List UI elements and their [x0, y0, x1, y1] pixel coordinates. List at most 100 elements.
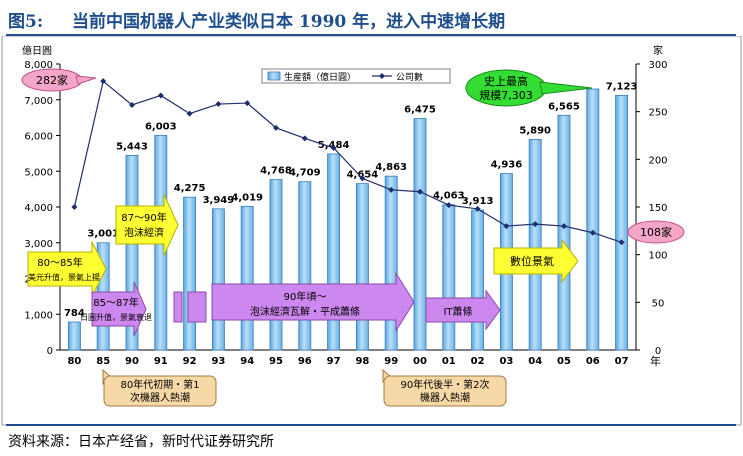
arrow-number-label: 數位景氣 [510, 254, 554, 268]
x-tick-label: 00 [413, 356, 427, 367]
bar-value-label: 4,275 [174, 183, 206, 194]
arrow-85-87-label-2: 日圓升值，景氣衰退 [80, 312, 152, 322]
x-tick-label: 95 [269, 356, 283, 367]
arrow-it-label: IT蕭條 [443, 305, 472, 318]
x-tick-label: 90 [125, 356, 139, 367]
arrow-number [493, 238, 579, 284]
arrow-90s-label-1: 90年頃～ [284, 290, 327, 303]
figure-title: 当前中国机器人产业类似日本 1990 年，进入中速增长期 [72, 12, 506, 32]
company-count-point [157, 92, 164, 99]
arrow-90s-label-2: 泡沫經濟瓦解・平成蕭條 [250, 305, 360, 318]
bar [471, 209, 485, 351]
company-count-point [503, 223, 510, 230]
end-companies-label: 108家 [640, 225, 672, 239]
bar-value-label: 4,654 [347, 170, 379, 181]
x-tick-label: 07 [615, 356, 629, 367]
bar-value-label: 5,890 [519, 125, 551, 136]
legend-line-label: 公司數 [396, 71, 423, 83]
arrow-85-87 [91, 281, 147, 337]
arrow-87-90-label-2: 泡沫經濟 [124, 226, 164, 239]
x-tick-label: 04 [528, 356, 542, 367]
bar [67, 321, 81, 351]
start-companies-pointer [75, 75, 97, 85]
bar [298, 181, 312, 351]
bar [211, 208, 225, 351]
right-tick-label: 50 [652, 298, 665, 309]
x-tick-label: 80 [67, 356, 81, 367]
company-count-point [215, 101, 222, 108]
callout-boom1-label-1: 80年代初期・第1 [120, 378, 199, 391]
right-tick-label: 250 [648, 108, 667, 119]
company-count-point [561, 223, 567, 230]
x-tick-label: 03 [499, 356, 513, 367]
purple-block-1 [173, 291, 183, 323]
left-tick-label: 5,000 [24, 167, 53, 178]
callout-boom2-label-2: 機器人熱潮 [420, 391, 470, 404]
company-count-line [73, 80, 622, 243]
company-count-point [273, 124, 279, 131]
x-axis-unit: 年 [650, 354, 661, 368]
arrow-85-87-label-1: 85～87年 [93, 296, 138, 309]
bar-value-label: 4,019 [231, 192, 263, 203]
bar [442, 204, 456, 351]
company-count-point [445, 202, 452, 209]
legend-line-marker [379, 73, 385, 79]
bar-value-label: 4,768 [260, 166, 292, 177]
x-tick-label: 98 [355, 356, 369, 367]
right-tick-label: 0 [655, 346, 661, 357]
x-tick-label: 02 [471, 356, 485, 367]
bar [183, 196, 197, 351]
left-tick-label: 4,000 [24, 203, 53, 214]
company-count-point [532, 221, 539, 228]
bar-value-label: 3,949 [203, 195, 235, 206]
right-tick-label: 200 [648, 155, 667, 166]
bar-value-label: 6,565 [548, 101, 580, 112]
company-count-point [186, 110, 193, 117]
left-tick-label: 1,000 [24, 310, 53, 321]
x-tick-label: 85 [96, 356, 110, 367]
bar [269, 179, 283, 351]
purple-block-2 [187, 291, 207, 323]
bar [327, 153, 341, 351]
company-count-point [589, 229, 596, 236]
left-axis-label: 億日圓 [22, 44, 52, 57]
chart: 01,0002,0003,0004,0005,0006,0007,0008,00… [1, 36, 742, 426]
bar [557, 114, 571, 351]
arrow-87-90-label-1: 87～90年 [121, 211, 166, 224]
bar-value-label: 784 [64, 308, 85, 319]
x-tick-label: 97 [327, 356, 341, 367]
x-tick-label: 06 [586, 356, 600, 367]
bar-value-label: 6,475 [404, 105, 436, 116]
bar-value-label: 4,863 [375, 162, 407, 173]
bar [413, 118, 427, 351]
bar-value-label: 4,709 [289, 168, 321, 179]
x-tick-label: 05 [557, 356, 571, 367]
callout-boom1-label-2: 次機器人熱潮 [130, 391, 190, 404]
company-count-point [359, 175, 366, 182]
bar [384, 175, 398, 351]
right-axis-label: 家 [653, 44, 663, 57]
left-tick-label: 0 [47, 346, 53, 357]
company-count-point [301, 135, 308, 142]
company-count-point [71, 204, 78, 210]
arrow-it [425, 289, 501, 331]
record-label-2: 規模7,303 [479, 88, 533, 102]
bar-value-label: 3,913 [462, 196, 494, 207]
end-companies-bubble [627, 220, 685, 244]
legend-frame [261, 68, 451, 84]
bar [528, 139, 542, 351]
legend: 生産額（億日圓） 公司數 [261, 68, 451, 84]
company-count-point [244, 100, 251, 107]
company-count-point [100, 78, 107, 85]
arrow-80-85-label-2: 美元升值，景氣上揚 [28, 272, 100, 282]
x-tick-label: 94 [240, 356, 254, 367]
bar [355, 183, 369, 351]
right-tick-label: 300 [648, 60, 667, 71]
record-pointer [539, 81, 593, 95]
callout-boom2 [383, 375, 507, 407]
arrow-80-85-label-1: 80～85年 [37, 256, 82, 269]
record-label-1: 史上最高 [484, 74, 528, 88]
bar-value-label: 5,443 [116, 141, 148, 152]
bar-value-label: 4,936 [491, 160, 523, 171]
x-tick-label: 92 [183, 356, 197, 367]
